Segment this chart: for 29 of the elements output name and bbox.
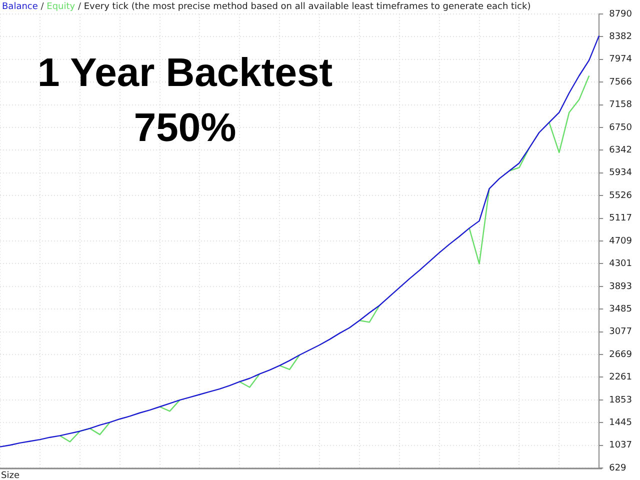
- text: Balance: [2, 2, 38, 12]
- y-tick-label: 8382: [609, 32, 632, 42]
- y-tick-label: 5526: [609, 190, 632, 201]
- y-tick-label: 2669: [609, 350, 632, 360]
- y-tick-label: 4709: [609, 236, 632, 246]
- annotation: 750%: [134, 106, 236, 150]
- y-tick-label: 4301: [609, 259, 632, 270]
- text: /: [75, 2, 84, 12]
- y-tick-label: 7974: [609, 54, 632, 65]
- text: Size: [1, 470, 20, 480]
- annotation: 1 Year Backtest: [37, 51, 333, 96]
- y-tick-label: 7566: [609, 77, 632, 88]
- y-tick-label: 1037: [609, 440, 632, 451]
- y-tick-label: 6342: [609, 146, 632, 156]
- y-tick-label: 629: [609, 463, 627, 474]
- chart-title: Every tick (the most precise method based on all available least timeframes to generate each tick): [84, 2, 531, 12]
- y-tick-label: 2261: [609, 372, 632, 383]
- text: /: [38, 2, 47, 12]
- y-tick-label: 1853: [609, 395, 632, 406]
- y-tick-label: 3077: [609, 327, 632, 338]
- y-tick-label: 6750: [609, 122, 632, 133]
- y-tick-label: 5117: [609, 214, 632, 224]
- y-tick-label: 3485: [609, 304, 632, 314]
- y-tick-label: 8790: [609, 9, 632, 20]
- y-tick-label: 3893: [609, 282, 632, 292]
- y-tick-label: 5934: [609, 168, 632, 178]
- text: Equity: [46, 2, 76, 12]
- y-tick-label: 1445: [609, 418, 632, 428]
- y-tick-label: 7158: [609, 100, 632, 110]
